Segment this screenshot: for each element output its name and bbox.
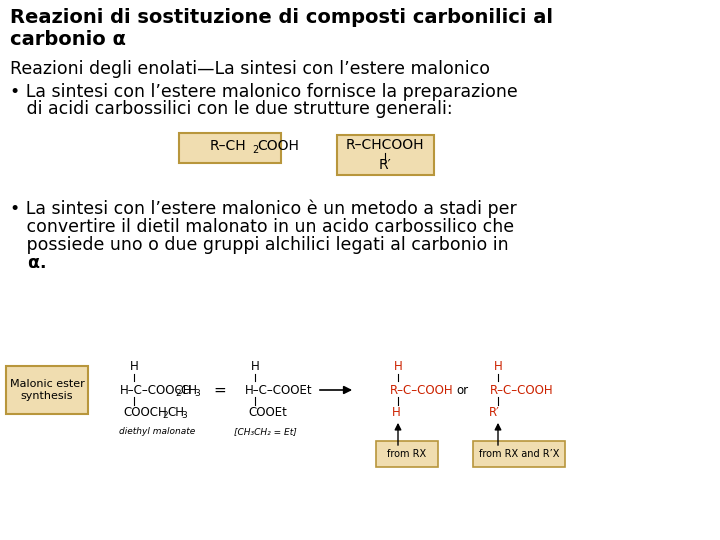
Text: or: or <box>456 383 468 396</box>
Text: R–C–COOH: R–C–COOH <box>390 383 454 396</box>
Text: 2: 2 <box>252 145 258 155</box>
Text: CH: CH <box>167 406 184 419</box>
Text: H: H <box>251 360 259 373</box>
Text: 3: 3 <box>194 388 199 397</box>
FancyBboxPatch shape <box>6 366 88 414</box>
Text: Reazioni degli enolati—La sintesi con l’estere malonico: Reazioni degli enolati—La sintesi con l’… <box>10 60 490 78</box>
Text: α.: α. <box>10 254 47 272</box>
Text: carbonio α: carbonio α <box>10 30 126 49</box>
Text: • La sintesi con l’estere malonico è un metodo a stadi per: • La sintesi con l’estere malonico è un … <box>10 200 517 219</box>
Text: R–C–COOH: R–C–COOH <box>490 383 554 396</box>
Text: =: = <box>214 382 226 397</box>
Text: R′: R′ <box>379 158 392 172</box>
Text: from RX: from RX <box>387 449 426 459</box>
FancyBboxPatch shape <box>179 133 281 163</box>
Text: [CH₃CH₂ = Et]: [CH₃CH₂ = Et] <box>233 428 297 436</box>
Text: R–CHCOOH: R–CHCOOH <box>346 138 424 152</box>
Text: COOCH: COOCH <box>123 406 167 419</box>
FancyBboxPatch shape <box>473 441 565 467</box>
Text: 2: 2 <box>162 410 168 420</box>
Text: R–CH: R–CH <box>210 139 247 153</box>
Text: Reazioni di sostituzione di composti carbonilici al: Reazioni di sostituzione di composti car… <box>10 8 553 27</box>
Text: H–C–COOEt: H–C–COOEt <box>245 383 312 396</box>
Text: R′: R′ <box>489 406 500 419</box>
Text: Malonic ester
synthesis: Malonic ester synthesis <box>9 379 84 401</box>
Text: H: H <box>392 406 400 419</box>
FancyBboxPatch shape <box>337 135 434 175</box>
Text: diethyl malonate: diethyl malonate <box>119 428 195 436</box>
Text: di acidi carbossilici con le due strutture generali:: di acidi carbossilici con le due struttu… <box>10 100 453 118</box>
Text: COOEt: COOEt <box>248 406 287 419</box>
Text: 2: 2 <box>175 388 181 397</box>
Text: CH: CH <box>180 383 197 396</box>
FancyBboxPatch shape <box>376 441 438 467</box>
Text: H: H <box>130 360 138 373</box>
Text: possiede uno o due gruppi alchilici legati al carbonio in: possiede uno o due gruppi alchilici lega… <box>10 236 508 254</box>
Text: from RX and R’X: from RX and R’X <box>479 449 559 459</box>
Text: H–C–COOCH: H–C–COOCH <box>120 383 192 396</box>
Text: H: H <box>494 360 503 373</box>
Text: • La sintesi con l’estere malonico fornisce la preparazione: • La sintesi con l’estere malonico forni… <box>10 83 518 101</box>
Text: 3: 3 <box>181 410 186 420</box>
Text: H: H <box>394 360 402 373</box>
Text: convertire il dietil malonato in un acido carbossilico che: convertire il dietil malonato in un acid… <box>10 218 514 236</box>
Text: COOH: COOH <box>257 139 299 153</box>
